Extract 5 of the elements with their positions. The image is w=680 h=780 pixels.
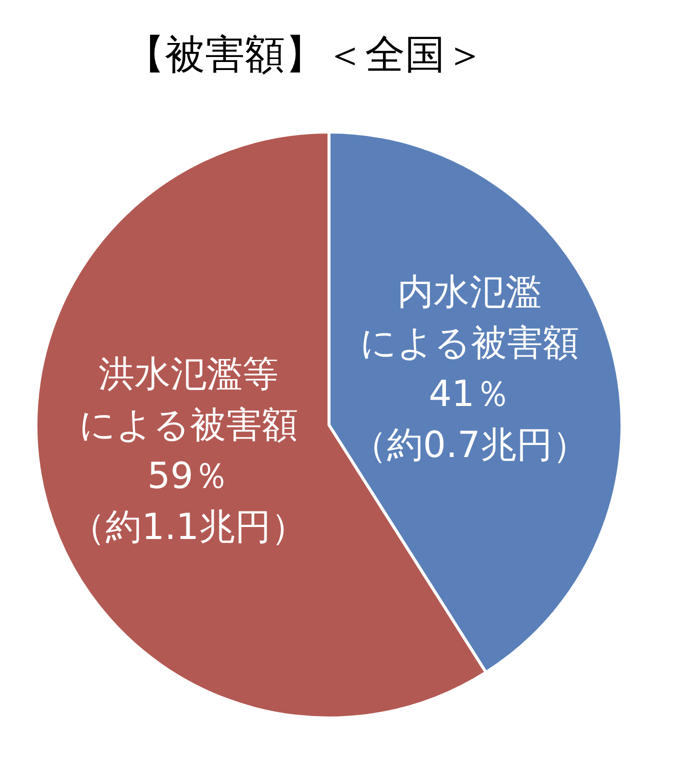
slice-label: 洪水氾濫等による被害額 — [78, 354, 298, 446]
data-label: 41％（約0.7兆円） — [351, 374, 588, 466]
data-label: 59％（約1.1兆円） — [70, 456, 307, 548]
slice-label: 内水氾濫による被害額 — [360, 272, 580, 364]
chart-title: 【被害額】＜全国＞ — [125, 32, 485, 78]
